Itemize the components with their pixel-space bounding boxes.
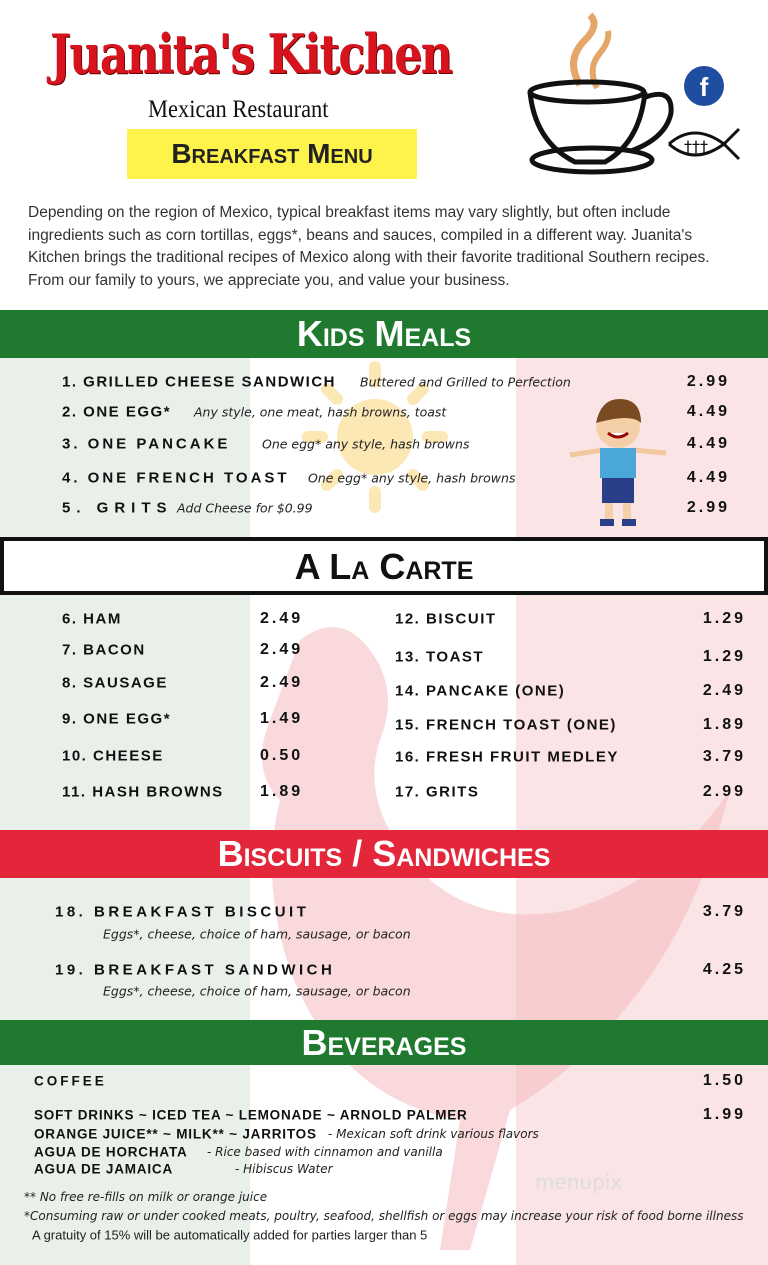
beverage-name: AGUA DE JAMAICA bbox=[34, 1161, 174, 1177]
a-la-carte-item-name: 6. HAM bbox=[62, 610, 122, 628]
a-la-carte-item-name: 13. TOAST bbox=[395, 648, 485, 666]
beverage-name: COFFEE bbox=[34, 1073, 107, 1089]
beverage-description: - Mexican soft drink various flavors bbox=[328, 1127, 539, 1141]
item-price: 1.29 bbox=[702, 610, 746, 627]
svg-text:†††: ††† bbox=[684, 137, 708, 156]
beverage-name: ORANGE JUICE** ~ MILK** ~ JARRITOS bbox=[34, 1126, 317, 1142]
flag-green-band bbox=[0, 358, 250, 1265]
kids-item-name: 2. ONE EGG* bbox=[62, 403, 172, 421]
item-price: 0.50 bbox=[260, 747, 304, 764]
footnote: ** No free re-fills on milk or orange ju… bbox=[24, 1190, 268, 1204]
menu-label: Breakfast Menu bbox=[127, 129, 417, 179]
a-la-carte-item-name: 10. CHEESE bbox=[62, 747, 164, 765]
item-price: 2.49 bbox=[260, 610, 304, 627]
rooster-icon bbox=[262, 627, 730, 1250]
item-price: 4.25 bbox=[702, 961, 746, 978]
item-price: 2.49 bbox=[260, 674, 304, 691]
kids-item-description: Any style, one meat, hash browns, toast bbox=[194, 404, 447, 420]
item-price: 2.99 bbox=[686, 373, 730, 390]
kids-item-description: Add Cheese for $0.99 bbox=[177, 500, 313, 516]
intro-paragraph: Depending on the region of Mexico, typic… bbox=[28, 204, 710, 289]
item-price: 2.99 bbox=[686, 499, 730, 516]
beverage-description: - Hibiscus Water bbox=[235, 1162, 333, 1176]
item-price: 1.29 bbox=[702, 648, 746, 665]
kid-illustration-icon bbox=[569, 398, 667, 526]
item-price: 2.49 bbox=[702, 682, 746, 699]
biscuit-item-name: 18. BREAKFAST BISCUIT bbox=[55, 903, 310, 921]
beverage-description: - Rice based with cinnamon and vanilla bbox=[207, 1145, 443, 1159]
beverage-name: SOFT DRINKS ~ ICED TEA ~ LEMONADE ~ ARNO… bbox=[34, 1107, 468, 1123]
item-price: 2.49 bbox=[260, 641, 304, 658]
item-price: 4.49 bbox=[686, 435, 730, 452]
biscuit-item-description: Eggs*, cheese, choice of ham, sausage, o… bbox=[103, 926, 411, 942]
watermark: menupix bbox=[535, 1170, 623, 1194]
beverages-heading: Beverages bbox=[0, 1020, 768, 1065]
sun-icon bbox=[302, 361, 448, 513]
a-la-carte-item-name: 11. HASH BROWNS bbox=[62, 783, 224, 801]
biscuits-sandwiches-heading: Biscuits / Sandwiches bbox=[0, 830, 768, 878]
a-la-carte-item-name: 12. BISCUIT bbox=[395, 610, 497, 628]
a-la-carte-item-name: 14. PANCAKE (ONE) bbox=[395, 682, 566, 700]
restaurant-subtitle: Mexican Restaurant bbox=[148, 96, 329, 123]
kids-item-name: 1. GRILLED CHEESE SANDWICH bbox=[62, 373, 337, 391]
item-price: 1.50 bbox=[702, 1072, 746, 1089]
a-la-carte-heading: A La Carte bbox=[0, 537, 768, 595]
footnote: A gratuity of 15% will be automatically … bbox=[32, 1227, 428, 1243]
flag-red-band bbox=[516, 358, 768, 1265]
kids-item-name: 4. ONE FRENCH TOAST bbox=[62, 469, 290, 487]
kids-item-name: 5. GRITS bbox=[62, 499, 173, 517]
item-price: 1.89 bbox=[260, 783, 304, 800]
beverage-name: AGUA DE HORCHATA bbox=[34, 1144, 188, 1160]
facebook-icon[interactable]: f bbox=[684, 66, 724, 106]
a-la-carte-item-name: 16. FRESH FRUIT MEDLEY bbox=[395, 748, 619, 766]
footnote: *Consuming raw or under cooked meats, po… bbox=[24, 1209, 744, 1223]
restaurant-title: Juanita's Kitchen bbox=[50, 22, 453, 86]
coffee-cup-icon bbox=[527, 12, 674, 175]
item-price: 1.99 bbox=[702, 1106, 746, 1123]
a-la-carte-item-name: 8. SAUSAGE bbox=[62, 674, 168, 692]
item-price: 3.79 bbox=[702, 748, 746, 765]
kids-item-description: One egg* any style, hash browns bbox=[308, 470, 516, 486]
kids-item-name: 3. ONE PANCAKE bbox=[62, 435, 231, 453]
item-price: 3.79 bbox=[702, 903, 746, 920]
biscuit-item-description: Eggs*, cheese, choice of ham, sausage, o… bbox=[103, 983, 411, 999]
kids-item-description: Buttered and Grilled to Perfection bbox=[360, 374, 571, 390]
ichthys-cross-icon: ††† bbox=[668, 127, 741, 161]
item-price: 1.49 bbox=[260, 710, 304, 727]
item-price: 2.99 bbox=[702, 783, 746, 800]
kids-meals-heading: Kids Meals bbox=[0, 310, 768, 358]
a-la-carte-item-name: 15. FRENCH TOAST (ONE) bbox=[395, 716, 617, 734]
item-price: 4.49 bbox=[686, 403, 730, 420]
kids-item-description: One egg* any style, hash browns bbox=[262, 436, 470, 452]
item-price: 4.49 bbox=[686, 469, 730, 486]
a-la-carte-item-name: 9. ONE EGG* bbox=[62, 710, 172, 728]
item-price: 1.89 bbox=[702, 716, 746, 733]
biscuit-item-name: 19. BREAKFAST SANDWICH bbox=[55, 961, 336, 979]
a-la-carte-item-name: 17. GRITS bbox=[395, 783, 480, 801]
a-la-carte-item-name: 7. BACON bbox=[62, 641, 146, 659]
